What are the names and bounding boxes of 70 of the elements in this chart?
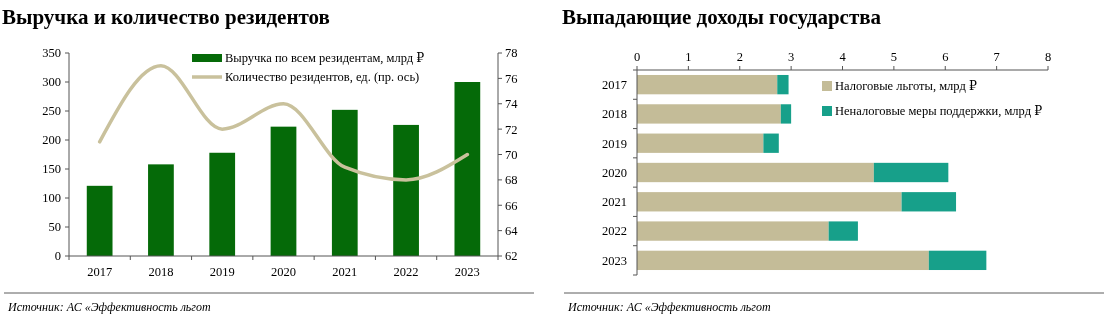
y2-tick-label: 76: [505, 71, 518, 86]
y-tick-label: 2020: [602, 165, 627, 180]
bar: [637, 221, 829, 241]
x-tick-label: 3: [788, 50, 795, 64]
chart-title: Выпадающие доходы государства: [562, 5, 882, 29]
text: Источник: АС «Эффективность льгот: [567, 300, 771, 314]
legend-label: Неналоговые меры поддержки, млрд ₽: [835, 104, 1043, 119]
y-tick-label: 100: [42, 191, 61, 206]
legend-label: Выручка по всем резидентам, млрд ₽: [225, 51, 425, 66]
bar: [901, 192, 957, 212]
bar: [393, 124, 419, 256]
y2-tick-label: 72: [505, 122, 518, 137]
y-tick-label: 50: [48, 220, 61, 235]
bar: [209, 152, 236, 256]
text: Источник: АС «Эффективность льгот: [7, 300, 211, 314]
x-tick-label: 5: [890, 50, 897, 64]
bar: [777, 74, 789, 95]
x-tick-label: 4: [839, 50, 847, 64]
bar: [270, 126, 297, 256]
bar: [637, 104, 781, 124]
y-tick-label: 250: [42, 104, 61, 119]
bar: [928, 250, 987, 271]
y2-tick-label: 62: [505, 249, 518, 264]
bar: [331, 109, 358, 256]
y-tick-label: 0: [54, 249, 61, 264]
y-tick-label: 2023: [602, 253, 627, 268]
y-tick-label: 2022: [602, 224, 627, 239]
legend-label: Налоговые льготы, млрд ₽: [835, 79, 977, 94]
bar: [780, 104, 792, 124]
y2-tick-label: 74: [505, 97, 519, 112]
y-tick-label: 2021: [602, 195, 627, 210]
x-tick-label: 2023: [454, 265, 480, 279]
x-tick-label: 8: [1044, 50, 1052, 64]
legend-label: Количество резидентов, ед. (пр. ось): [225, 70, 420, 85]
y2-tick-label: 66: [505, 198, 518, 213]
bar: [637, 192, 902, 212]
bar: [148, 164, 174, 256]
y2-tick-label: 78: [505, 46, 518, 61]
bar: [637, 162, 874, 183]
y-tick-label: 300: [42, 75, 61, 90]
bar: [86, 185, 113, 256]
x-tick-label: 6: [942, 50, 949, 64]
y-tick-label: 2017: [602, 78, 627, 93]
bar: [637, 133, 764, 153]
y2-tick-label: 68: [505, 173, 518, 188]
x-tick-label: 2022: [393, 265, 419, 279]
x-tick-label: 2018: [148, 265, 174, 279]
y-tick-label: 200: [42, 133, 61, 148]
x-tick-label: 2: [736, 50, 743, 64]
bar: [873, 162, 949, 183]
y-tick-label: 150: [42, 162, 61, 177]
y-tick-label: 2018: [602, 107, 627, 122]
x-tick-label: 7: [993, 50, 1000, 64]
bar: [763, 133, 779, 153]
x-tick-label: 2021: [332, 265, 358, 279]
bar: [828, 221, 858, 241]
x-tick-label: 0: [633, 50, 641, 64]
x-tick-label: 1: [685, 50, 692, 64]
x-tick-label: 2020: [271, 265, 296, 279]
line-series: [97, 63, 470, 182]
y-tick-label: 350: [42, 46, 61, 61]
y2-tick-label: 64: [505, 224, 519, 238]
bar: [454, 82, 481, 256]
y2-tick-label: 70: [505, 147, 518, 162]
x-tick-label: 2017: [87, 265, 113, 279]
x-tick-label: 2019: [209, 265, 235, 279]
chart-title: Выручка и количество резидентов: [2, 5, 330, 29]
bar: [637, 250, 929, 271]
bar: [637, 74, 778, 95]
y-tick-label: 2019: [602, 136, 627, 151]
